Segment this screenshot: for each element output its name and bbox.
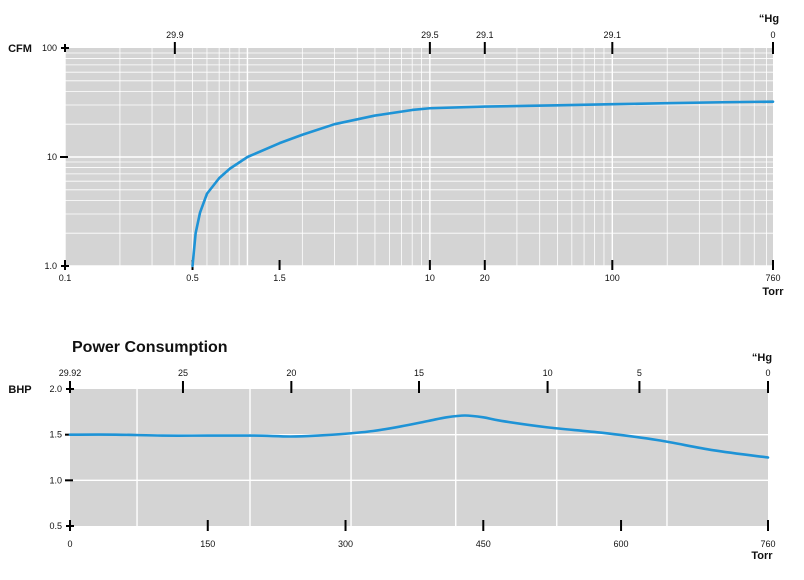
- cfm-y-tick-label: 1.0: [44, 261, 57, 271]
- bhp-series-line: [68, 414, 770, 459]
- bhp-top-tick-label: 25: [178, 368, 188, 378]
- bhp-top-tick-label: 5: [637, 368, 642, 378]
- bhp-top-tick-label: 29.92: [59, 368, 82, 378]
- bhp-x-tick-label: 760: [760, 539, 775, 549]
- cfm-top-tick-label: 29.1: [604, 30, 622, 40]
- bhp-y-tick-label: 0.5: [49, 521, 62, 531]
- bhp-top-tick-label: 20: [286, 368, 296, 378]
- cfm-y-tick-label: 100: [42, 43, 57, 53]
- cfm-top-axis-title: “Hg: [759, 13, 779, 25]
- bhp-top-tick-label: 0: [765, 368, 770, 378]
- bhp-x-axis-title: Torr: [751, 550, 773, 562]
- cfm-x-tick-label: 10: [425, 273, 435, 283]
- cfm-top-tick-label: 29.1: [476, 30, 494, 40]
- bhp-y-tick-label: 2.0: [49, 384, 62, 394]
- bhp-x-tick-label: 600: [614, 539, 629, 549]
- cfm-x-tick-label: 100: [605, 273, 620, 283]
- cfm-top-tick-label: 0: [770, 30, 775, 40]
- bhp-y-tick-label: 1.5: [49, 430, 62, 440]
- bhp-x-tick-label: 450: [476, 539, 491, 549]
- cfm-x-axis-title: Torr: [762, 286, 784, 298]
- cfm-top-tick-label: 29.5: [421, 30, 439, 40]
- bhp-y-axis-title: BHP: [8, 384, 31, 396]
- cfm-x-tick-label: 760: [765, 273, 780, 283]
- bhp-top-tick-label: 10: [543, 368, 553, 378]
- power-chart-title: Power Consumption: [72, 339, 228, 356]
- bhp-top-axis-title: “Hg: [752, 352, 772, 364]
- cfm-series-line: [191, 100, 775, 268]
- cfm-y-axis-title: CFM: [8, 43, 32, 55]
- bhp-y-tick-label: 1.0: [49, 475, 62, 485]
- cfm-x-tick-label: 0.5: [186, 273, 199, 283]
- cfm-x-tick-label: 1.5: [273, 273, 286, 283]
- bhp-plot-area: [70, 389, 768, 526]
- cfm-y-axis-plus: [61, 44, 69, 52]
- cfm-y-tick-label: 10: [47, 152, 57, 162]
- cfm-x-tick-label: 0.1: [59, 273, 72, 283]
- cfm-top-tick-label: 29.9: [166, 30, 184, 40]
- bhp-x-tick-label: 300: [338, 539, 353, 549]
- bhp-x-tick-label: 150: [200, 539, 215, 549]
- bhp-top-tick-label: 15: [414, 368, 424, 378]
- bhp-x-tick-label: 0: [67, 539, 72, 549]
- cfm-x-tick-label: 20: [480, 273, 490, 283]
